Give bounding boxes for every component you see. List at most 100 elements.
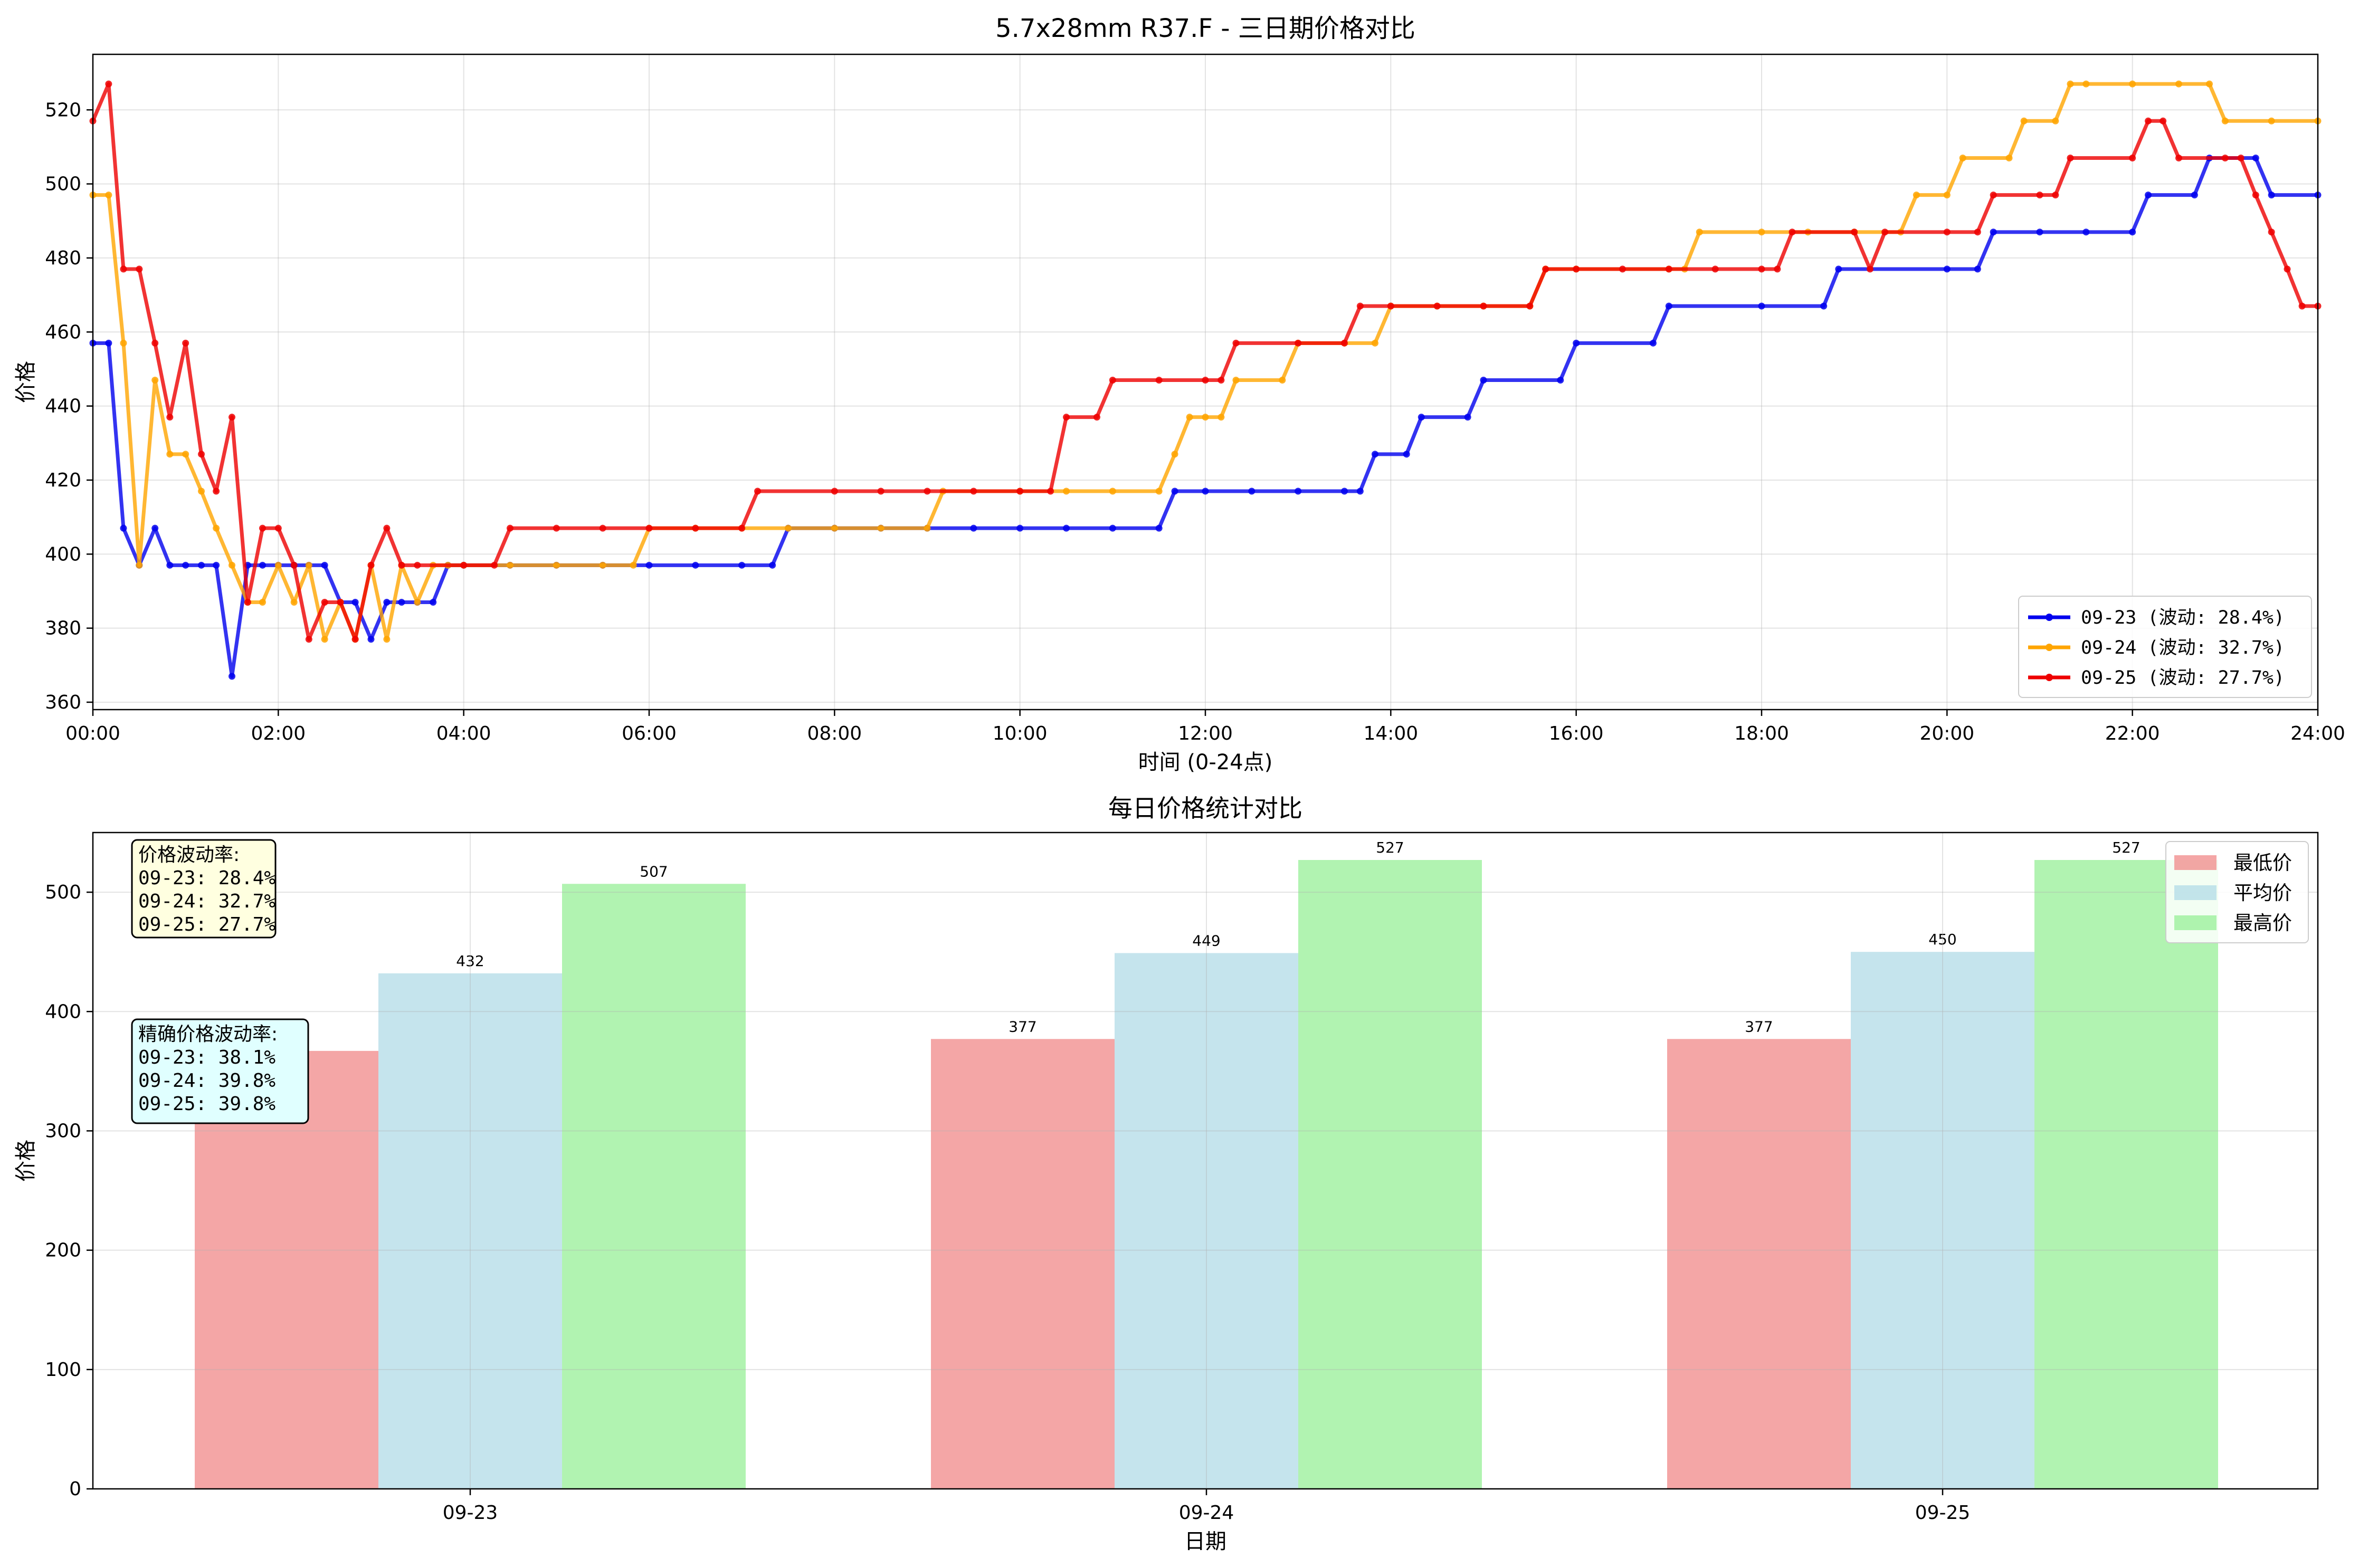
data-point xyxy=(182,339,189,347)
data-point xyxy=(1403,451,1410,458)
data-point xyxy=(1155,524,1163,532)
data-point xyxy=(229,673,235,680)
data-point xyxy=(2082,228,2090,236)
data-point xyxy=(414,599,421,606)
bar-最低价 xyxy=(1667,1039,1851,1489)
data-point xyxy=(2005,154,2013,161)
data-point xyxy=(970,487,977,495)
bar-最高价 xyxy=(1298,860,1482,1489)
x-tick-label: 16:00 xyxy=(1549,723,1604,744)
data-point xyxy=(229,561,235,569)
x-tick-label: 18:00 xyxy=(1734,723,1789,744)
data-point xyxy=(2175,154,2182,161)
data-point xyxy=(1711,265,1719,273)
data-point xyxy=(1109,376,1116,384)
data-point xyxy=(136,561,143,569)
y-tick-label: 520 xyxy=(45,99,81,121)
data-point xyxy=(1943,192,1951,199)
data-point xyxy=(136,265,143,273)
data-point xyxy=(1974,265,1981,273)
data-point xyxy=(383,599,391,606)
data-point xyxy=(2052,192,2059,199)
x-tick-label: 04:00 xyxy=(436,723,491,744)
data-point xyxy=(1295,487,1302,495)
y-axis-label: 价格 xyxy=(14,1140,38,1182)
data-point xyxy=(1171,451,1178,458)
annotation-box1: 价格波动率:09-23: 28.4%09-24: 32.7%09-25: 27.… xyxy=(131,839,277,939)
data-point xyxy=(274,561,282,569)
annotation-box xyxy=(131,839,277,939)
data-point xyxy=(924,487,931,495)
data-point xyxy=(1665,265,1672,273)
data-point xyxy=(877,524,884,532)
x-tick-label: 09-24 xyxy=(1179,1502,1234,1524)
data-point xyxy=(105,339,112,347)
data-point xyxy=(274,524,282,532)
data-point xyxy=(1480,376,1487,384)
y-tick-label: 360 xyxy=(45,692,81,713)
y-axis-label: 价格 xyxy=(14,361,38,403)
data-point xyxy=(491,561,498,569)
legend-marker xyxy=(2046,614,2053,621)
data-point xyxy=(785,524,792,532)
data-point xyxy=(970,524,977,532)
x-tick-label: 00:00 xyxy=(65,723,120,744)
data-point xyxy=(166,561,174,569)
data-point xyxy=(692,561,699,569)
y-tick-label: 460 xyxy=(45,321,81,343)
data-point xyxy=(198,561,205,569)
data-point xyxy=(1016,524,1024,532)
data-point xyxy=(738,561,746,569)
bar-平均价 xyxy=(378,973,562,1489)
annotation-box2: 精确价格波动率:09-23: 38.1%09-24: 39.8%09-25: 3… xyxy=(131,1018,309,1124)
legend-marker xyxy=(2046,644,2053,651)
data-point xyxy=(2145,117,2152,125)
legend-label: 最高价 xyxy=(2233,912,2292,934)
data-point xyxy=(120,339,127,347)
data-point xyxy=(877,487,884,495)
data-point xyxy=(2175,80,2182,88)
data-point xyxy=(507,524,513,532)
data-point xyxy=(645,561,653,569)
bar-最高价 xyxy=(562,884,746,1489)
data-point xyxy=(1820,302,1828,310)
data-point xyxy=(1696,228,1703,236)
data-point xyxy=(305,561,312,569)
x-tick-label: 12:00 xyxy=(1178,723,1233,744)
data-point xyxy=(383,524,391,532)
data-point xyxy=(769,561,776,569)
data-point xyxy=(1789,228,1796,236)
x-tick-label: 06:00 xyxy=(622,723,677,744)
data-point xyxy=(1093,414,1100,421)
data-point xyxy=(229,414,235,421)
x-tick-label: 09-25 xyxy=(1915,1502,1971,1524)
y-tick-label: 440 xyxy=(45,396,81,417)
y-tick-label: 380 xyxy=(45,618,81,639)
data-point xyxy=(1063,414,1070,421)
data-point xyxy=(2252,192,2259,199)
data-point xyxy=(553,524,560,532)
data-point xyxy=(213,524,220,532)
bar-value-label: 432 xyxy=(456,952,484,970)
annotation-box xyxy=(131,1018,309,1124)
bar-chart: 377 377 432 449 450 507 527 527 09-23 09-24 09-25 0… xyxy=(14,794,2319,1554)
data-point xyxy=(1063,524,1070,532)
chart-title: 每日价格统计对比 xyxy=(1108,794,1302,823)
data-point xyxy=(2191,192,2198,199)
bar-value-label: 450 xyxy=(1928,931,1956,948)
data-point xyxy=(460,561,468,569)
y-tick-label: 200 xyxy=(45,1240,81,1261)
data-point xyxy=(2020,117,2028,125)
data-point xyxy=(1758,228,1765,236)
data-point xyxy=(1851,228,1858,236)
x-tick-label: 08:00 xyxy=(807,723,862,744)
data-point xyxy=(1943,228,1951,236)
data-point xyxy=(321,599,328,606)
data-point xyxy=(1109,487,1116,495)
bar-value-label: 377 xyxy=(1009,1018,1036,1035)
data-point xyxy=(1356,487,1364,495)
y-tick-label: 300 xyxy=(45,1120,81,1142)
data-point xyxy=(151,524,159,532)
data-point xyxy=(151,339,159,347)
